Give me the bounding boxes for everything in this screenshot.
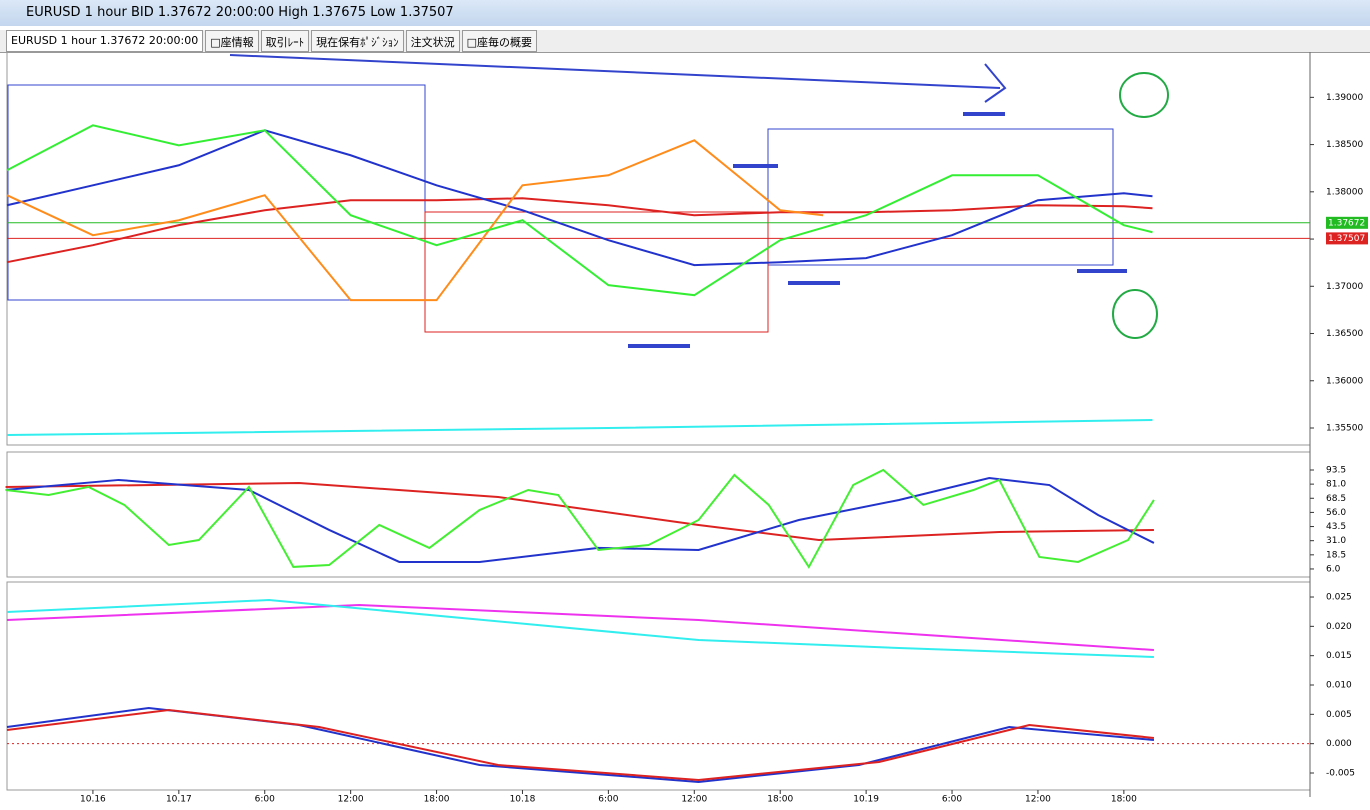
y-tick-label: 1.38000: [1326, 187, 1363, 197]
x-tick-label: 6:00: [598, 795, 618, 805]
title-text: EURUSD 1 hour BID 1.37672 20:00:00 High …: [26, 5, 454, 20]
annotation-marks: [628, 112, 1127, 348]
series-line: [5, 481, 1154, 542]
series-line: [6, 708, 1155, 781]
price-label: 1.37672: [1328, 218, 1365, 228]
x-tick-label: 6:00: [255, 795, 275, 805]
chart: 1.390001.385001.380001.375001.370001.365…: [5, 52, 1368, 805]
x-tick-label: 10.16: [80, 795, 106, 805]
tab-bar: EURUSD 1 hour 1.37672 20:00:00 □座情報 取引ﾚｰ…: [0, 30, 1370, 53]
y-tick-label: 0.015: [1326, 651, 1352, 661]
series-line: [5, 468, 1155, 569]
annotation-box: [767, 128, 1114, 266]
y-tick-label: 81.0: [1326, 480, 1346, 490]
window-title: EURUSD 1 hour BID 1.37672 20:00:00 High …: [0, 0, 1370, 26]
oscillator-panel: [6, 451, 1311, 578]
series-line: [6, 124, 1153, 297]
tab[interactable]: □座情報: [205, 30, 259, 52]
y-tick-label: -0.005: [1326, 768, 1355, 778]
y-tick-label: 1.38500: [1326, 140, 1363, 150]
annotation-circle: [1112, 289, 1158, 339]
y-tick-label: 1.39000: [1326, 93, 1363, 103]
series-line: [5, 477, 1155, 563]
y-tick-label: 68.5: [1326, 494, 1346, 504]
series-line: [6, 603, 1154, 651]
tab[interactable]: □座毎の概要: [461, 30, 538, 52]
y-tick-label: 0.005: [1326, 710, 1352, 720]
x-tick-label: 12:00: [1025, 795, 1051, 805]
y-tick-label: 56.0: [1326, 508, 1346, 518]
x-tick-label: 12:00: [681, 795, 707, 805]
y-tick-label: 1.36000: [1326, 376, 1363, 386]
x-tick-label: 18:00: [767, 795, 793, 805]
tab[interactable]: 現在保有ﾎﾟｼﾞｼｮﾝ: [311, 30, 404, 52]
tab[interactable]: 取引ﾚｰﾄ: [260, 30, 310, 52]
y-tick-label: 0.000: [1326, 739, 1352, 749]
series-line: [6, 599, 1154, 659]
y-tick-label: 93.5: [1326, 465, 1346, 475]
x-tick-label: 10.19: [853, 795, 879, 805]
main-panel: [6, 52, 1311, 446]
y-tick-label: 1.35500: [1326, 423, 1363, 433]
price-box: [1326, 232, 1368, 245]
annotation-arrow: [984, 63, 1007, 103]
annotation-box: [424, 211, 769, 333]
x-tick-label: 6:00: [942, 795, 962, 805]
x-tick-label: 12:00: [338, 795, 364, 805]
x-tick-label: 10.17: [166, 795, 192, 805]
series-line: [6, 129, 1153, 267]
series-line: [6, 418, 1153, 436]
y-tick-label: 0.010: [1326, 681, 1352, 691]
series-line: [6, 197, 1153, 264]
y-tick-label: 1.37000: [1326, 282, 1363, 292]
annotation-box: [7, 84, 426, 301]
price-label: 1.37507: [1328, 234, 1365, 244]
y-tick-label: 0.020: [1326, 622, 1352, 632]
y-tick-label: 6.0: [1326, 564, 1341, 574]
y-tick-label: 43.5: [1326, 522, 1346, 532]
y-tick-label: 0.025: [1326, 593, 1352, 603]
y-tick-label: 18.5: [1326, 550, 1346, 560]
macd-panel: [6, 581, 1311, 791]
y-tick-label: 1.36500: [1326, 329, 1363, 339]
price-box: [1326, 216, 1368, 229]
x-tick-label: 18:00: [424, 795, 450, 805]
y-tick-label: 31.0: [1326, 536, 1346, 546]
tab[interactable]: EURUSD 1 hour 1.37672 20:00:00: [6, 30, 204, 52]
x-tick-label: 18:00: [1111, 795, 1137, 805]
annotation-circle: [1119, 72, 1169, 118]
tab[interactable]: 注文状況: [405, 30, 460, 52]
annotation-arrow: [229, 54, 1001, 89]
x-tick-label: 10.18: [510, 795, 536, 805]
series-line: [6, 139, 824, 302]
